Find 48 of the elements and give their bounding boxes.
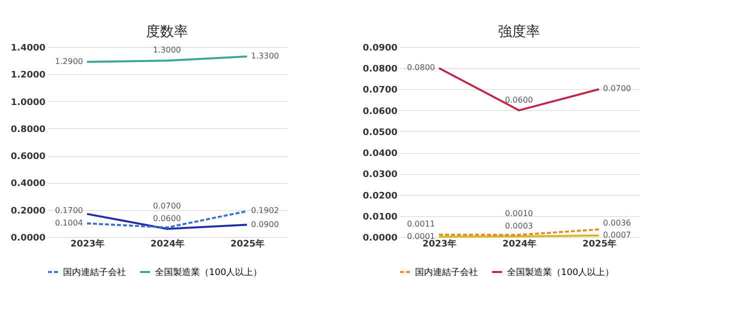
data-label: 0.1902 [251,206,279,216]
y-tick-label: 1.0000 [10,98,46,108]
data-label: 1.3300 [251,52,279,60]
y-tick-label: 0.0000 [362,234,398,244]
y-tick-label: 0.6000 [10,152,46,162]
data-label: 0.0600 [505,95,533,104]
data-label: 0.0007 [603,230,631,240]
data-label: 1.2900 [55,56,83,66]
y-tick-label: 0.0400 [362,149,398,160]
y-tick-label: 0.8000 [10,124,46,135]
y-tick-label: 0.0900 [362,44,398,54]
y-tick-label: 1.4000 [10,44,46,54]
legend-label: 国内連結子会社 [415,267,478,278]
x-tick-label: 2024年 [502,238,537,250]
y-tick-label: 0.0600 [362,106,398,117]
x-tick-label: 2023年 [422,238,457,250]
y-tick-label: 0.0100 [362,212,398,222]
data-label: 0.0001 [407,232,435,241]
y-tick-label: 0.2000 [10,206,46,216]
y-tick-label: 0.0800 [362,64,398,75]
legend-label: 国内連結子会社 [63,267,126,278]
y-tick-label: 0.0700 [362,86,398,96]
data-label: 0.0010 [505,208,533,218]
chart-title: 度数率 [146,24,188,40]
y-tick-label: 0.4000 [10,179,46,190]
x-tick-label: 2025年 [582,238,617,250]
y-tick-label: 1.2000 [10,70,46,81]
data-label: 0.0900 [251,220,279,229]
data-label: 0.0036 [603,218,631,228]
legend-label: 全国製造業（100人以上） [507,267,614,278]
data-label: 0.0700 [603,84,631,94]
data-label: 0.0011 [407,220,435,229]
y-tick-label: 0.0300 [362,170,398,180]
x-tick-label: 2025年 [230,238,265,250]
y-tick-label: 0.0200 [362,191,398,202]
y-tick-label: 0.0000 [10,234,46,244]
data-label: 0.1004 [55,218,83,228]
data-label: 0.1700 [55,206,83,215]
data-label: 0.0600 [153,214,181,223]
chart-title: 強度率 [498,24,540,40]
x-tick-label: 2024年 [150,238,185,250]
data-label: 0.0800 [407,63,435,72]
data-label: 0.0700 [153,202,181,210]
data-label: 0.0003 [505,221,533,230]
legend-label: 全国製造業（100人以上） [155,267,262,278]
x-tick-label: 2023年 [70,238,105,250]
y-tick-label: 0.0500 [362,128,398,138]
data-label: 1.3000 [153,46,181,55]
